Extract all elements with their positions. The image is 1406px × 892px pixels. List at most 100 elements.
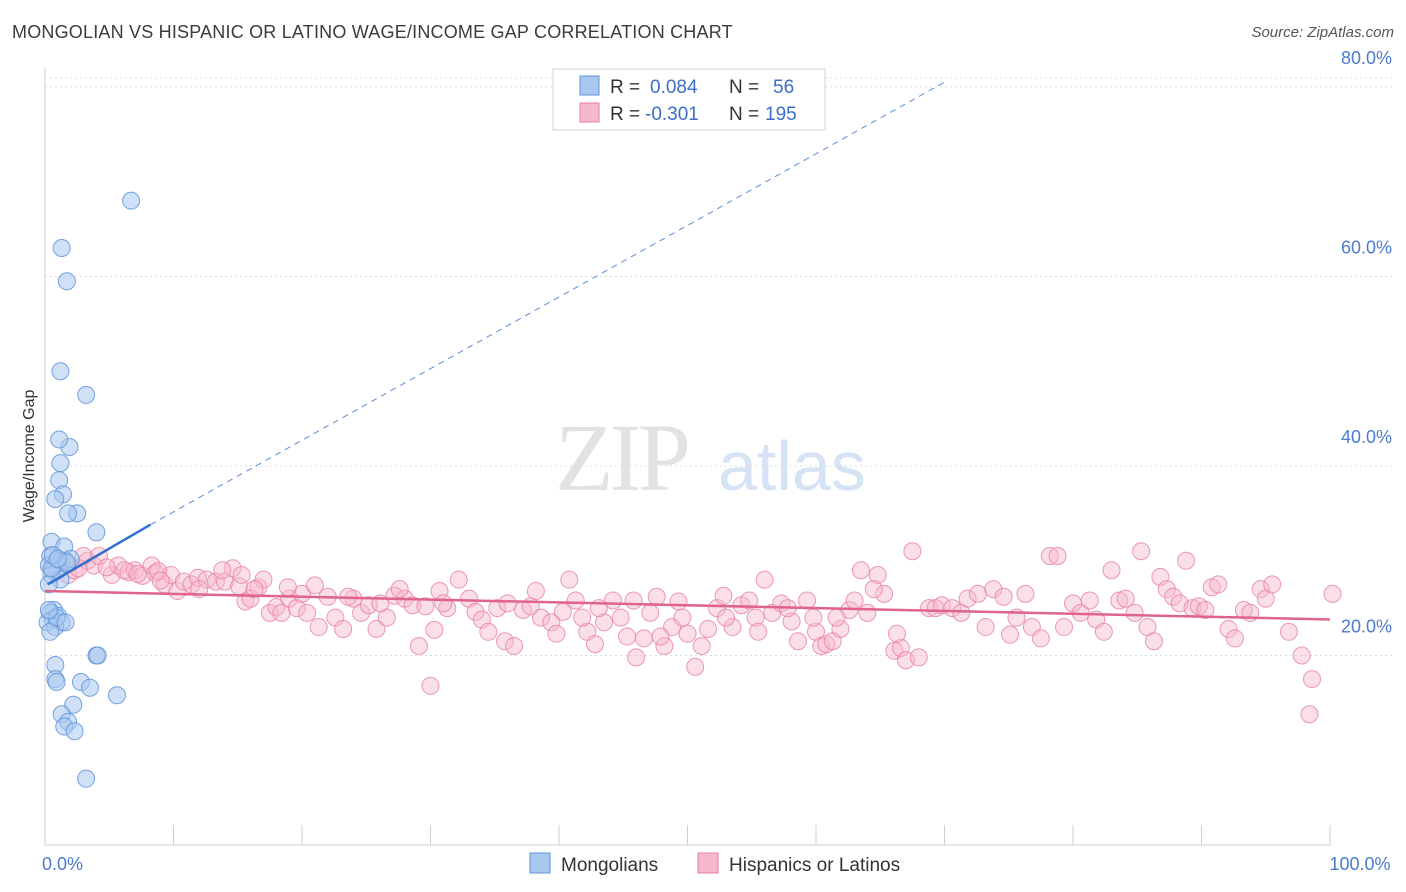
hispanic-point-196 <box>421 676 440 695</box>
hispanic-point-144 <box>1157 580 1176 599</box>
x-tick-label-100: 100.0% <box>1329 854 1390 874</box>
hispanic-point-52 <box>449 570 468 589</box>
hispanic-point-145 <box>1164 587 1183 606</box>
mongolian-point-13 <box>87 523 106 542</box>
axes-layer: 20.0% 40.0% 60.0% 80.0% 0.0% 100.0% <box>42 48 1392 874</box>
hispanic-point-86 <box>714 586 733 605</box>
hispanic-point-136 <box>1102 561 1121 580</box>
hispanic-point-96 <box>798 591 817 610</box>
hispanic-point-78 <box>655 637 674 656</box>
hispanic-point-18 <box>188 568 207 587</box>
hispanic-point-177 <box>305 576 324 595</box>
hispanic-point-125 <box>1016 584 1035 603</box>
legend-n-label-hispanics: N = <box>729 104 759 125</box>
mongolian-point-42 <box>80 678 99 697</box>
hispanic-point-164 <box>1323 584 1342 603</box>
hispanic-point-139 <box>1125 603 1144 622</box>
hispanic-point-159 <box>1263 575 1282 594</box>
hispanic-point-192 <box>804 608 823 627</box>
trend-layer <box>44 81 1331 621</box>
hispanic-point-75 <box>634 629 653 648</box>
hispanic-point-69 <box>585 635 604 654</box>
mongolian-point-55 <box>48 549 67 568</box>
hispanic-point-150 <box>1196 601 1215 620</box>
hispanic-point-128 <box>1040 546 1059 565</box>
hispanic-point-122 <box>994 587 1013 606</box>
mongolian-point-40 <box>47 673 66 692</box>
hispanic-point-53 <box>460 589 479 608</box>
hispanic-point-140 <box>1132 542 1151 561</box>
hispanic-point-91 <box>755 570 774 589</box>
mongolian-point-0 <box>122 191 141 210</box>
hispanic-point-173 <box>213 561 232 580</box>
mongolian-trend-line <box>46 523 151 586</box>
mongolian-point-1 <box>52 239 71 258</box>
hispanic-point-194 <box>864 580 883 599</box>
hispanic-point-49 <box>425 620 444 639</box>
hispanic-point-119 <box>968 584 987 603</box>
hispanic-point-32 <box>287 599 306 618</box>
bottom-legend-label-hispanics: Hispanics or Latinos <box>729 855 900 876</box>
mongolian-point-44 <box>88 646 107 665</box>
legend-swatch-mongolians <box>579 75 600 96</box>
hispanic-point-181 <box>434 594 453 613</box>
chart-source: Source: ZipAtlas.com <box>1251 24 1394 41</box>
mongolian-point-50 <box>65 722 84 741</box>
hispanic-point-38 <box>334 619 353 638</box>
watermark: ZIP atlas <box>555 404 866 511</box>
hispanic-point-54 <box>466 602 485 621</box>
hispanic-point-188 <box>673 608 692 627</box>
hispanic-point-138 <box>1116 589 1135 608</box>
mongolian-point-12 <box>59 504 78 523</box>
hispanic-point-29 <box>267 598 286 617</box>
hispanic-point-129 <box>1048 546 1067 565</box>
hispanic-point-187 <box>651 627 670 646</box>
hispanic-point-27 <box>254 570 273 589</box>
hispanic-point-176 <box>278 578 297 597</box>
hispanic-point-107 <box>875 584 894 603</box>
hispanic-point-142 <box>1144 632 1163 651</box>
hispanic-point-161 <box>1292 646 1311 665</box>
hispanic-point-34 <box>298 603 317 622</box>
hispanic-point-162 <box>1303 670 1322 689</box>
y-tick-label-60: 60.0% <box>1341 237 1392 257</box>
mongolian-point-10 <box>46 490 65 509</box>
hispanic-point-115 <box>932 596 951 615</box>
legend-r-label-mongolians: R = <box>610 77 640 98</box>
hispanic-point-135 <box>1094 622 1113 641</box>
hispanic-point-57 <box>488 599 507 618</box>
hispanic-point-19 <box>197 570 216 589</box>
chart-title: MONGOLIAN VS HISPANIC OR LATINO WAGE/INC… <box>12 22 733 42</box>
hispanic-point-94 <box>782 612 801 631</box>
hispanic-point-74 <box>627 648 646 667</box>
hispanic-point-76 <box>641 603 660 622</box>
hispanic-point-84 <box>699 619 718 638</box>
hispanic-point-67 <box>566 591 585 610</box>
hispanic-point-189 <box>717 608 736 627</box>
mongolian-point-37 <box>39 601 58 620</box>
hispanic-point-56 <box>479 622 498 641</box>
hispanic-point-183 <box>526 582 545 601</box>
hispanic-point-42 <box>367 619 386 638</box>
mongolian-point-4 <box>77 385 96 404</box>
hispanic-point-64 <box>547 624 566 643</box>
hispanic-point-87 <box>723 618 742 637</box>
hispanic-point-154 <box>1225 629 1244 648</box>
hispanic-point-58 <box>496 632 515 651</box>
hispanic-point-103 <box>845 591 864 610</box>
legend-r-label-hispanics: R = <box>610 104 640 125</box>
hispanic-point-152 <box>1209 575 1228 594</box>
hispanic-point-7 <box>109 556 128 575</box>
mongolian-point-45 <box>107 686 126 705</box>
y-tick-label-40: 40.0% <box>1341 427 1392 447</box>
legend-n-value-hispanics: 195 <box>765 104 797 125</box>
hispanic-point-153 <box>1219 619 1238 638</box>
hispanic-point-40 <box>352 603 371 622</box>
mongolian-trend-dashed <box>150 81 945 526</box>
hispanic-point-121 <box>984 580 1003 599</box>
hispanic-point-157 <box>1251 580 1270 599</box>
hispanic-point-190 <box>749 622 768 641</box>
hispanic-point-184 <box>573 608 592 627</box>
legend-box: R = 0.084 N = 56 R = -0.301 N = 195 <box>552 68 826 131</box>
